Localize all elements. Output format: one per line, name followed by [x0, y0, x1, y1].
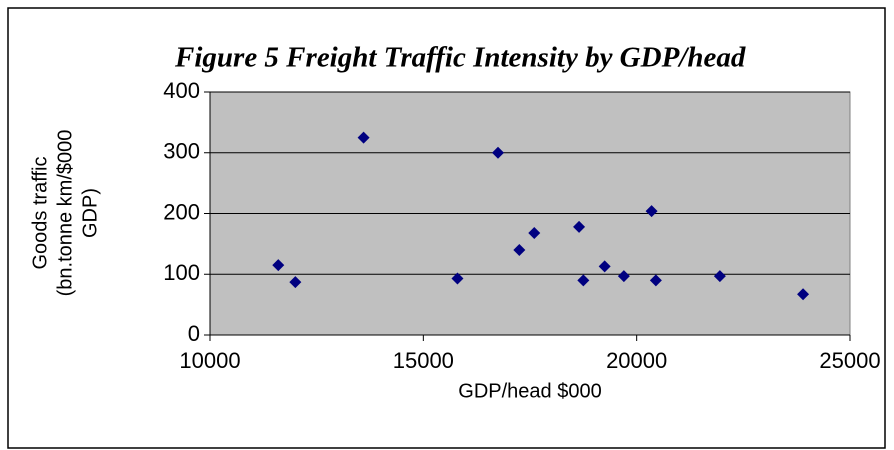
- point: [617, 270, 630, 283]
- x-axis-label: GDP/head $000: [458, 380, 601, 402]
- y-tick-label: 300: [163, 139, 200, 164]
- point: [649, 274, 662, 287]
- point: [357, 131, 370, 144]
- chart-title: Figure 5 Freight Traffic Intensity by GD…: [174, 42, 746, 74]
- x-tick-label: 15000: [393, 348, 454, 373]
- point: [528, 226, 541, 239]
- y-axis-label-line: Goods traffic: [29, 156, 51, 269]
- point: [272, 259, 285, 272]
- y-tick-label: 400: [163, 78, 200, 103]
- point: [513, 243, 526, 256]
- y-tick-label: 200: [163, 199, 200, 224]
- point: [713, 270, 726, 283]
- y-tick-label: 0: [188, 321, 200, 346]
- x-tick-label: 20000: [606, 348, 667, 373]
- y-axis-label-line: (bn.tonne km/$000: [54, 130, 76, 297]
- point: [598, 260, 611, 273]
- y-axis-label: Goods traffic (bn.tonne km/$000 GDP): [29, 130, 101, 297]
- point: [289, 276, 302, 289]
- y-axis-label-line: GDP): [79, 188, 101, 238]
- point: [577, 274, 590, 287]
- point: [797, 288, 810, 301]
- x-tick-label: 10000: [179, 348, 240, 373]
- x-tick-label: 25000: [819, 348, 880, 373]
- y-tick-label: 100: [163, 260, 200, 285]
- point: [492, 146, 504, 159]
- point: [573, 220, 586, 233]
- point: [645, 205, 658, 218]
- point: [451, 272, 464, 285]
